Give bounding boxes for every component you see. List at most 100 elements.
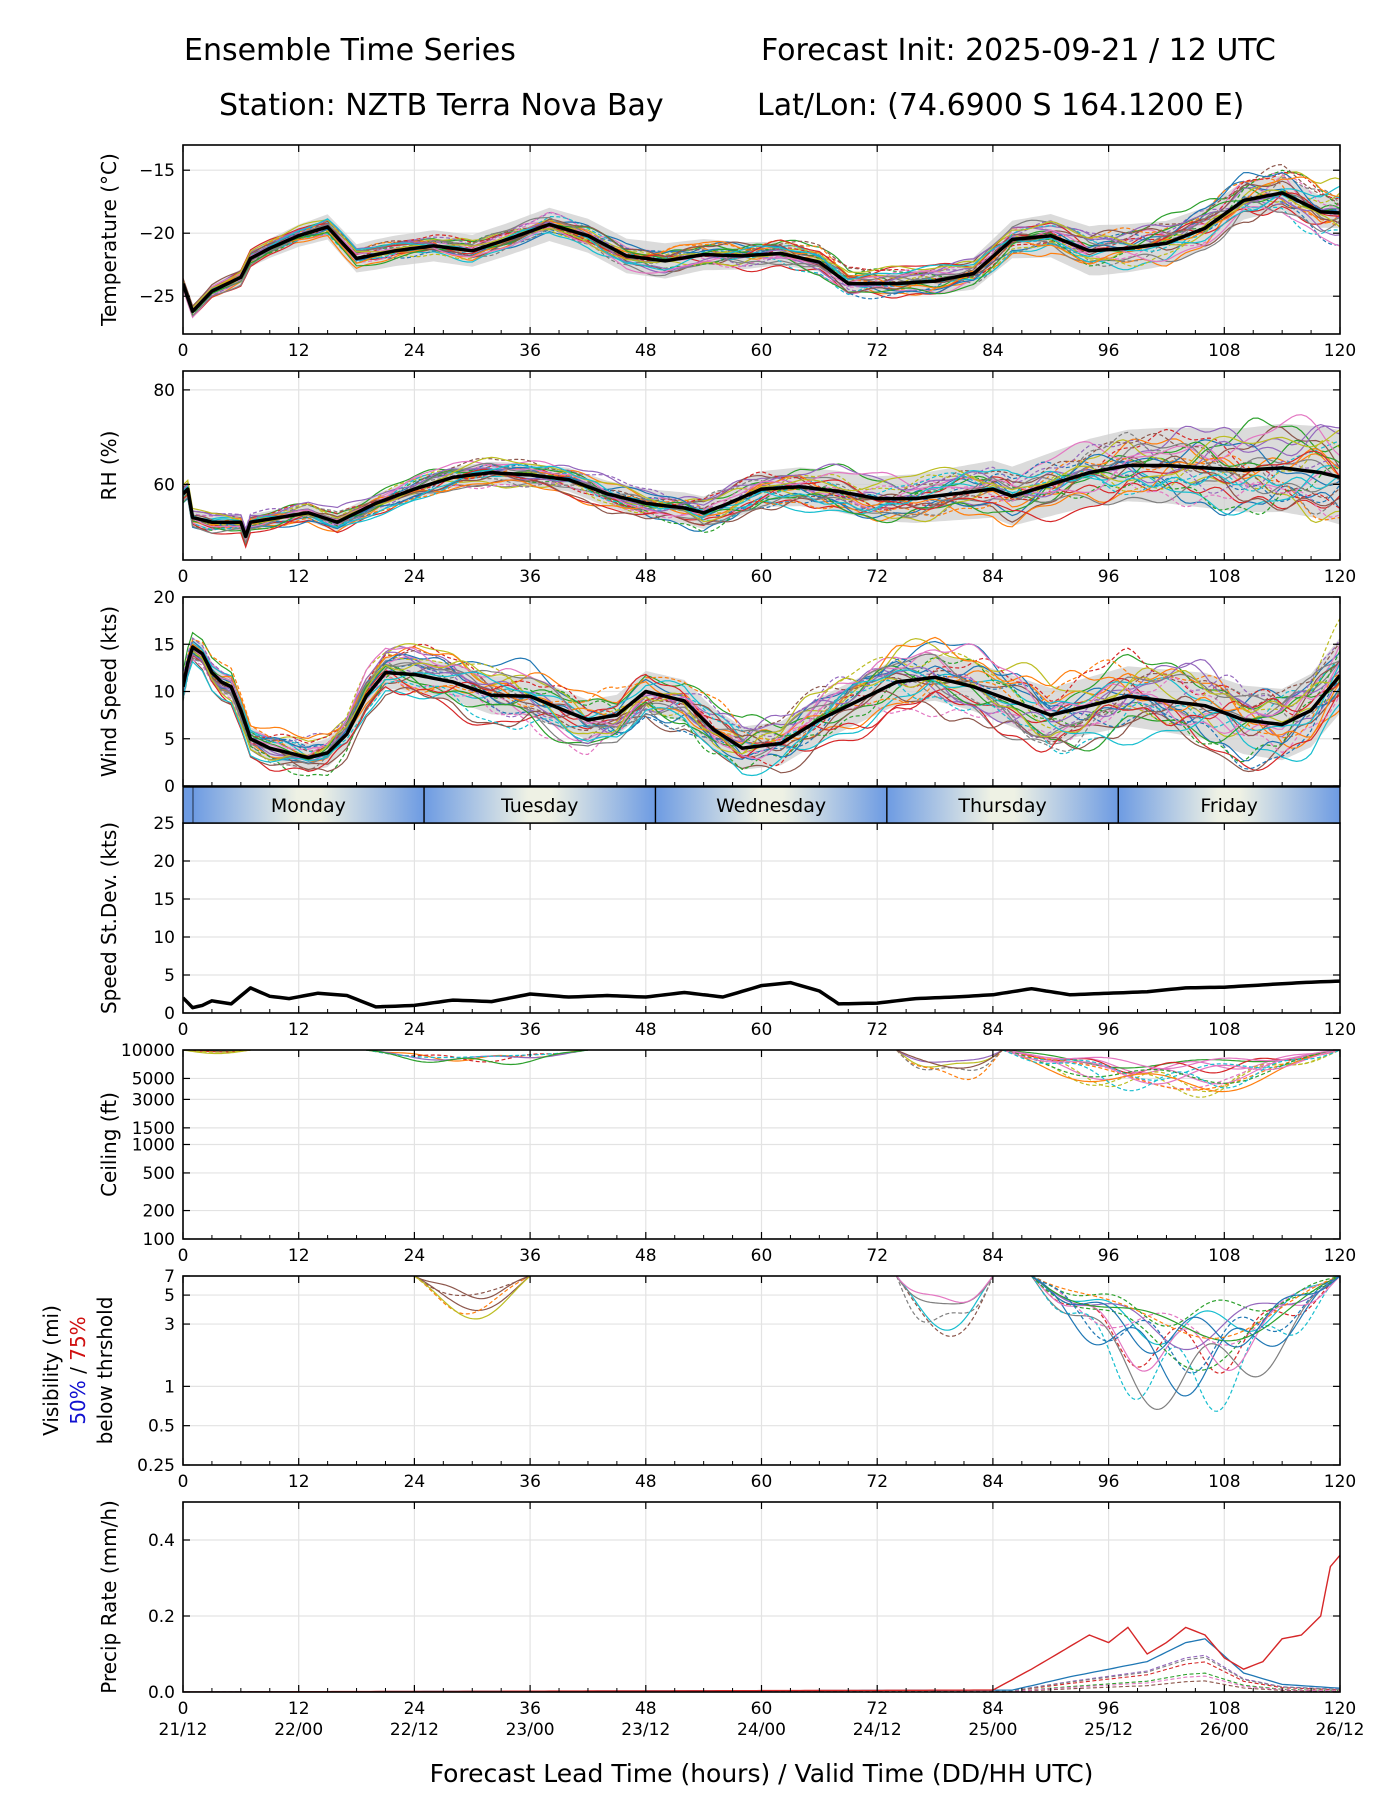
x-tick-label: 120 <box>1324 1246 1356 1266</box>
chart-title-left: Ensemble Time Series <box>184 33 516 68</box>
valid-time-label: 26/12 <box>1316 1720 1365 1740</box>
x-tick-label: 48 <box>635 1472 657 1492</box>
day-band-label: Friday <box>1200 795 1258 817</box>
x-tick-label: 96 <box>1098 567 1120 587</box>
visibility-threshold-caption: below thrshold <box>93 1297 117 1445</box>
y-tick-label: 10000 <box>121 1041 175 1061</box>
visibility-member-line <box>1031 1276 1340 1351</box>
x-tick-label: 120 <box>1324 1699 1356 1719</box>
visibility-member-line <box>414 1276 531 1297</box>
temperature-member-line <box>183 185 1340 313</box>
visibility-member-line <box>895 1276 994 1323</box>
wind-member-line <box>183 657 1340 774</box>
x-tick-label: 0 <box>178 341 189 361</box>
visibility-member-line <box>896 1276 994 1337</box>
wind-member-line <box>183 658 1340 756</box>
y-tick-label: 20 <box>153 588 175 608</box>
rh-plot-area <box>183 371 1340 560</box>
y-tick-label: 7 <box>164 1267 175 1287</box>
day-band-lead <box>183 787 193 823</box>
x-tick-label: 84 <box>982 1246 1004 1266</box>
y-tick-label: 3 <box>164 1315 175 1335</box>
x-tick-label: 12 <box>288 1472 310 1492</box>
x-tick-label: 24 <box>404 1472 426 1492</box>
x-tick-label: 108 <box>1208 341 1240 361</box>
x-tick-label: 72 <box>866 341 888 361</box>
ceiling-member-line <box>366 1050 589 1059</box>
x-tick-label: 24 <box>404 1020 426 1040</box>
x-tick-label: 48 <box>635 1246 657 1266</box>
x-tick-label: 24 <box>404 341 426 361</box>
x-tick-label: 96 <box>1098 1472 1120 1492</box>
wind-mean-line <box>183 645 1340 760</box>
x-tick-label: 96 <box>1098 1246 1120 1266</box>
day-band-label: Monday <box>271 795 346 817</box>
x-tick-label: 0 <box>178 1472 189 1492</box>
visibility-member-line <box>1031 1276 1340 1340</box>
x-tick-label: 72 <box>866 1472 888 1492</box>
stdev-axis-label: Speed St.Dev. (kts) <box>97 822 121 1014</box>
x-tick-label: 12 <box>288 1246 310 1266</box>
y-tick-label: 10 <box>153 683 175 703</box>
day-band <box>424 787 656 823</box>
x-tick-label: 24 <box>404 1246 426 1266</box>
valid-time-label: 24/00 <box>737 1720 786 1740</box>
x-tick-label: 84 <box>982 1472 1004 1492</box>
x-axis-label: Forecast Lead Time (hours) / Valid Time … <box>430 1759 1094 1788</box>
y-tick-label: 15 <box>153 635 175 655</box>
panel-rh: 0 12 24 36 48 60 72 84 96 108 120 60 80 RH (%) <box>97 370 1356 587</box>
y-tick-label: 0.5 <box>148 1417 175 1437</box>
rh-member-line <box>183 439 1340 547</box>
chart-title-right: Forecast Init: 2025-09-21 / 12 UTC <box>761 33 1276 68</box>
visibility-member-line <box>414 1276 531 1315</box>
y-tick-label: 1500 <box>132 1119 175 1139</box>
rh-member-line <box>183 463 1340 538</box>
y-tick-label: 0.25 <box>137 1456 175 1476</box>
y-tick-label: −25 <box>139 287 175 307</box>
x-tick-label: 36 <box>519 1020 541 1040</box>
x-tick-label: 84 <box>982 1699 1004 1719</box>
valid-time-label: 24/12 <box>853 1720 902 1740</box>
wind-plot-area <box>183 597 1340 786</box>
x-tick-label: 96 <box>1098 1020 1120 1040</box>
x-tick-label: 36 <box>519 1472 541 1492</box>
stdev-mean-line <box>183 979 1340 1010</box>
visibility-member-line <box>896 1276 994 1331</box>
x-tick-label: 96 <box>1098 341 1120 361</box>
x-tick-label: 12 <box>288 341 310 361</box>
panel-stdev: 0 12 24 36 48 60 72 84 96 108 120 0 5 10 15 20 25 Speed S… <box>97 814 1356 1040</box>
wind-member-line <box>183 651 1340 762</box>
y-tick-label: 0 <box>164 777 175 797</box>
y-tick-label: 60 <box>153 475 175 495</box>
x-tick-label: 48 <box>635 1699 657 1719</box>
temperature-member-line <box>183 176 1340 311</box>
ceiling-member-line <box>183 1050 251 1055</box>
wind-axis-label: Wind Speed (kts) <box>97 606 121 777</box>
x-tick-label: 36 <box>519 341 541 361</box>
ceiling-member-line <box>896 1050 1003 1063</box>
stdev-plot-area <box>183 823 1340 1013</box>
x-tick-label: 36 <box>519 1699 541 1719</box>
visibility-member-line <box>1031 1276 1340 1371</box>
x-tick-label: 12 <box>288 1699 310 1719</box>
y-tick-label: 5 <box>164 966 175 986</box>
x-tick-label: 0 <box>178 1699 189 1719</box>
valid-time-label: 25/12 <box>1084 1720 1133 1740</box>
visibility-member-line <box>1031 1276 1340 1412</box>
ceiling-member-line <box>1002 1050 1340 1074</box>
wind-member-line <box>183 651 1340 762</box>
x-tick-label: 72 <box>866 1699 888 1719</box>
panel-visibility: 0 12 24 36 48 60 72 84 96 108 120 0.25 0.5 1 3 57 Visibi… <box>39 1267 1356 1492</box>
wind-member-line <box>183 618 1340 756</box>
x-tick-label: 108 <box>1208 1246 1240 1266</box>
day-band-label: Thursday <box>957 795 1046 817</box>
rh-member-line <box>183 447 1340 535</box>
day-band <box>655 787 887 823</box>
x-tick-label: 48 <box>635 1020 657 1040</box>
day-band <box>1118 787 1340 823</box>
y-tick-label: 500 <box>143 1164 175 1184</box>
valid-time-label: 26/00 <box>1200 1720 1249 1740</box>
precip-axis-label: Precip Rate (mm/h) <box>97 1500 121 1694</box>
rh-mean-line <box>183 463 1340 539</box>
ceiling-member-line <box>896 1050 1003 1081</box>
